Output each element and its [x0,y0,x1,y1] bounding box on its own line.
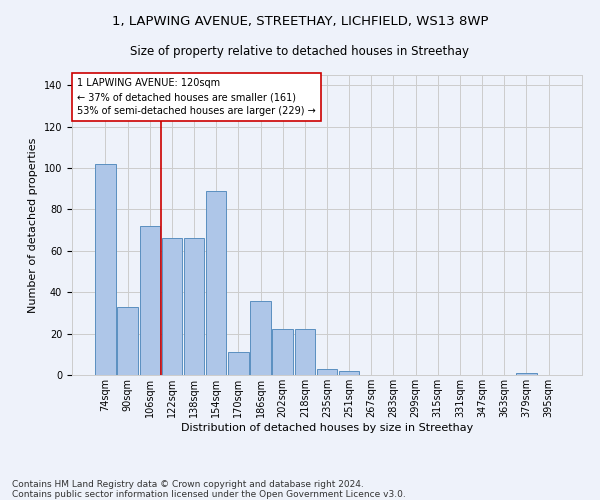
Bar [272,330,293,375]
Y-axis label: Number of detached properties: Number of detached properties [28,138,38,312]
Bar [161,238,182,375]
Text: 1, LAPWING AVENUE, STREETHAY, LICHFIELD, WS13 8WP: 1, LAPWING AVENUE, STREETHAY, LICHFIELD,… [112,15,488,28]
Text: Contains HM Land Registry data © Crown copyright and database right 2024.
Contai: Contains HM Land Registry data © Crown c… [12,480,406,499]
Bar [516,373,536,375]
Bar [250,300,271,375]
Bar [118,306,138,375]
Text: 1 LAPWING AVENUE: 120sqm
← 37% of detached houses are smaller (161)
53% of semi-: 1 LAPWING AVENUE: 120sqm ← 37% of detach… [77,78,316,116]
X-axis label: Distribution of detached houses by size in Streethay: Distribution of detached houses by size … [181,422,473,432]
Bar [295,330,315,375]
Bar [140,226,160,375]
Bar [184,238,204,375]
Text: Size of property relative to detached houses in Streethay: Size of property relative to detached ho… [131,45,470,58]
Bar [339,371,359,375]
Bar [228,352,248,375]
Bar [95,164,116,375]
Bar [206,191,226,375]
Bar [317,369,337,375]
